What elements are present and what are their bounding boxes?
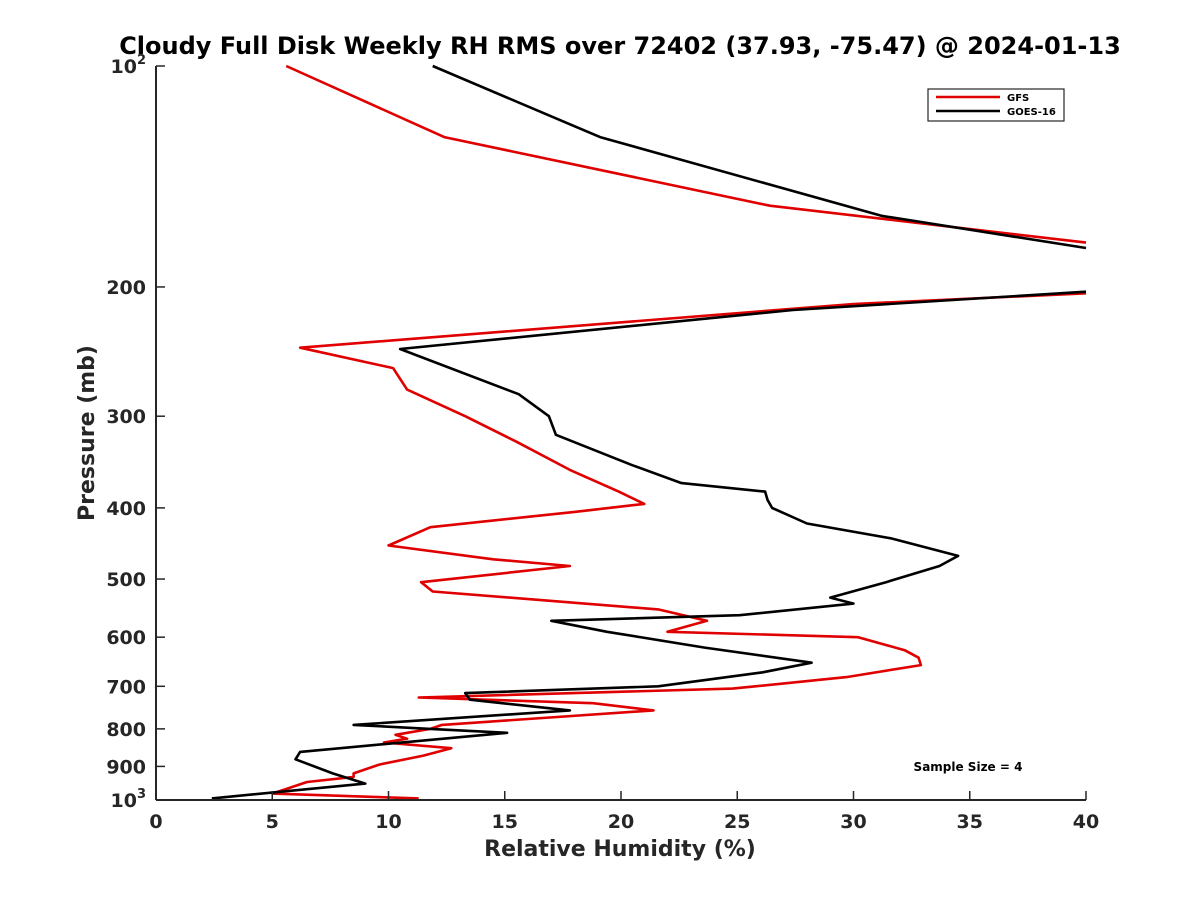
- y-tick-label: 200: [106, 277, 146, 299]
- series-line-gfs: [271, 64, 1087, 800]
- legend-box: [927, 88, 1065, 122]
- x-tick-label: 0: [149, 811, 162, 833]
- sample-size-annotation: Sample Size = 4: [914, 760, 1023, 774]
- chart-title: Cloudy Full Disk Weekly RH RMS over 7240…: [119, 32, 1121, 60]
- x-tick-label: 40: [1073, 811, 1099, 833]
- y-tick-label: 400: [106, 498, 146, 520]
- x-axis-label: Relative Humidity (%): [484, 837, 756, 862]
- y-tick-label: 103: [111, 787, 147, 812]
- y-tick-label: 700: [106, 676, 146, 698]
- x-tick-label: 30: [840, 811, 866, 833]
- x-tick-labels: 0 5 10 15 20 25 30 35 40: [149, 811, 1099, 833]
- x-tick-label: 15: [492, 811, 518, 833]
- y-tick-label: 900: [106, 756, 146, 778]
- y-tick-label: 800: [106, 719, 146, 741]
- y-tick-label: 500: [106, 569, 146, 591]
- plot-axes: [155, 65, 1087, 801]
- y-tick-labels: 102 200 300 400 500 600 700 800 900 103: [106, 53, 146, 812]
- y-tick-label: 102: [111, 53, 147, 78]
- y-tick-label: 300: [106, 406, 146, 428]
- x-tick-label: 5: [266, 811, 279, 833]
- legend-label: GFS: [1007, 93, 1029, 104]
- legend-label: GOES-16: [1007, 107, 1056, 118]
- series-line-goes16: [211, 64, 1087, 800]
- plot-lines: [211, 64, 1087, 800]
- x-tick-label: 20: [608, 811, 634, 833]
- y-tick-label: 600: [106, 627, 146, 649]
- x-tick-label: 35: [957, 811, 983, 833]
- legend: GFS GOES-16: [927, 88, 1065, 122]
- y-axis-label: Pressure (mb): [75, 345, 100, 521]
- x-tick-label: 25: [724, 811, 750, 833]
- x-tick-label: 10: [375, 811, 401, 833]
